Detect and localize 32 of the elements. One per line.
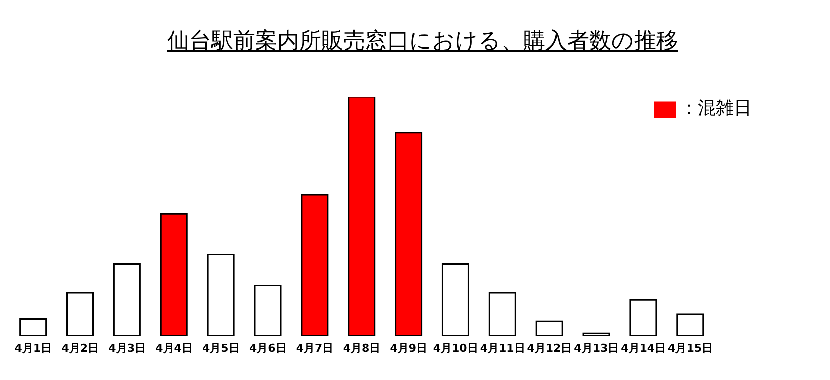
- x-tick-label: 4月9日: [390, 342, 428, 355]
- bar: [536, 320, 564, 336]
- bar: [20, 318, 48, 336]
- x-tick-label: 4月11日: [480, 342, 526, 355]
- chart-title: 仙台駅前案内所販売窓口における、購入者数の推移: [166, 28, 680, 56]
- bar: [582, 332, 610, 336]
- bar: [442, 264, 470, 336]
- x-tick-label: 4月14日: [621, 342, 666, 355]
- x-tick-label: 4月6日: [249, 342, 287, 355]
- x-tick-label: 4月13日: [574, 342, 620, 355]
- x-tick-label: 4月1日: [14, 342, 52, 355]
- x-tick-label: 4月5日: [202, 342, 240, 355]
- x-tick-label: 4月12日: [527, 342, 572, 355]
- x-tick-label: 4月4日: [156, 342, 193, 355]
- bar: [113, 264, 141, 336]
- bar: [630, 299, 658, 336]
- x-tick-label: 4月7日: [296, 342, 334, 355]
- x-tick-label: 4月10日: [433, 342, 478, 355]
- bar: [301, 194, 329, 336]
- x-tick-label: 4月2日: [62, 342, 100, 355]
- legend-label: ：混雑日: [680, 98, 752, 119]
- bar: [395, 132, 423, 336]
- x-tick-label: 4月8日: [343, 342, 381, 355]
- bar: [488, 292, 516, 336]
- bar: [207, 254, 235, 336]
- bar: [254, 285, 282, 336]
- bar: [348, 97, 376, 336]
- bar: [160, 213, 188, 336]
- x-tick-label: 4月15日: [668, 342, 714, 355]
- x-tick-label: 4月3日: [108, 342, 146, 355]
- bar: [66, 292, 94, 336]
- bar: [676, 314, 704, 336]
